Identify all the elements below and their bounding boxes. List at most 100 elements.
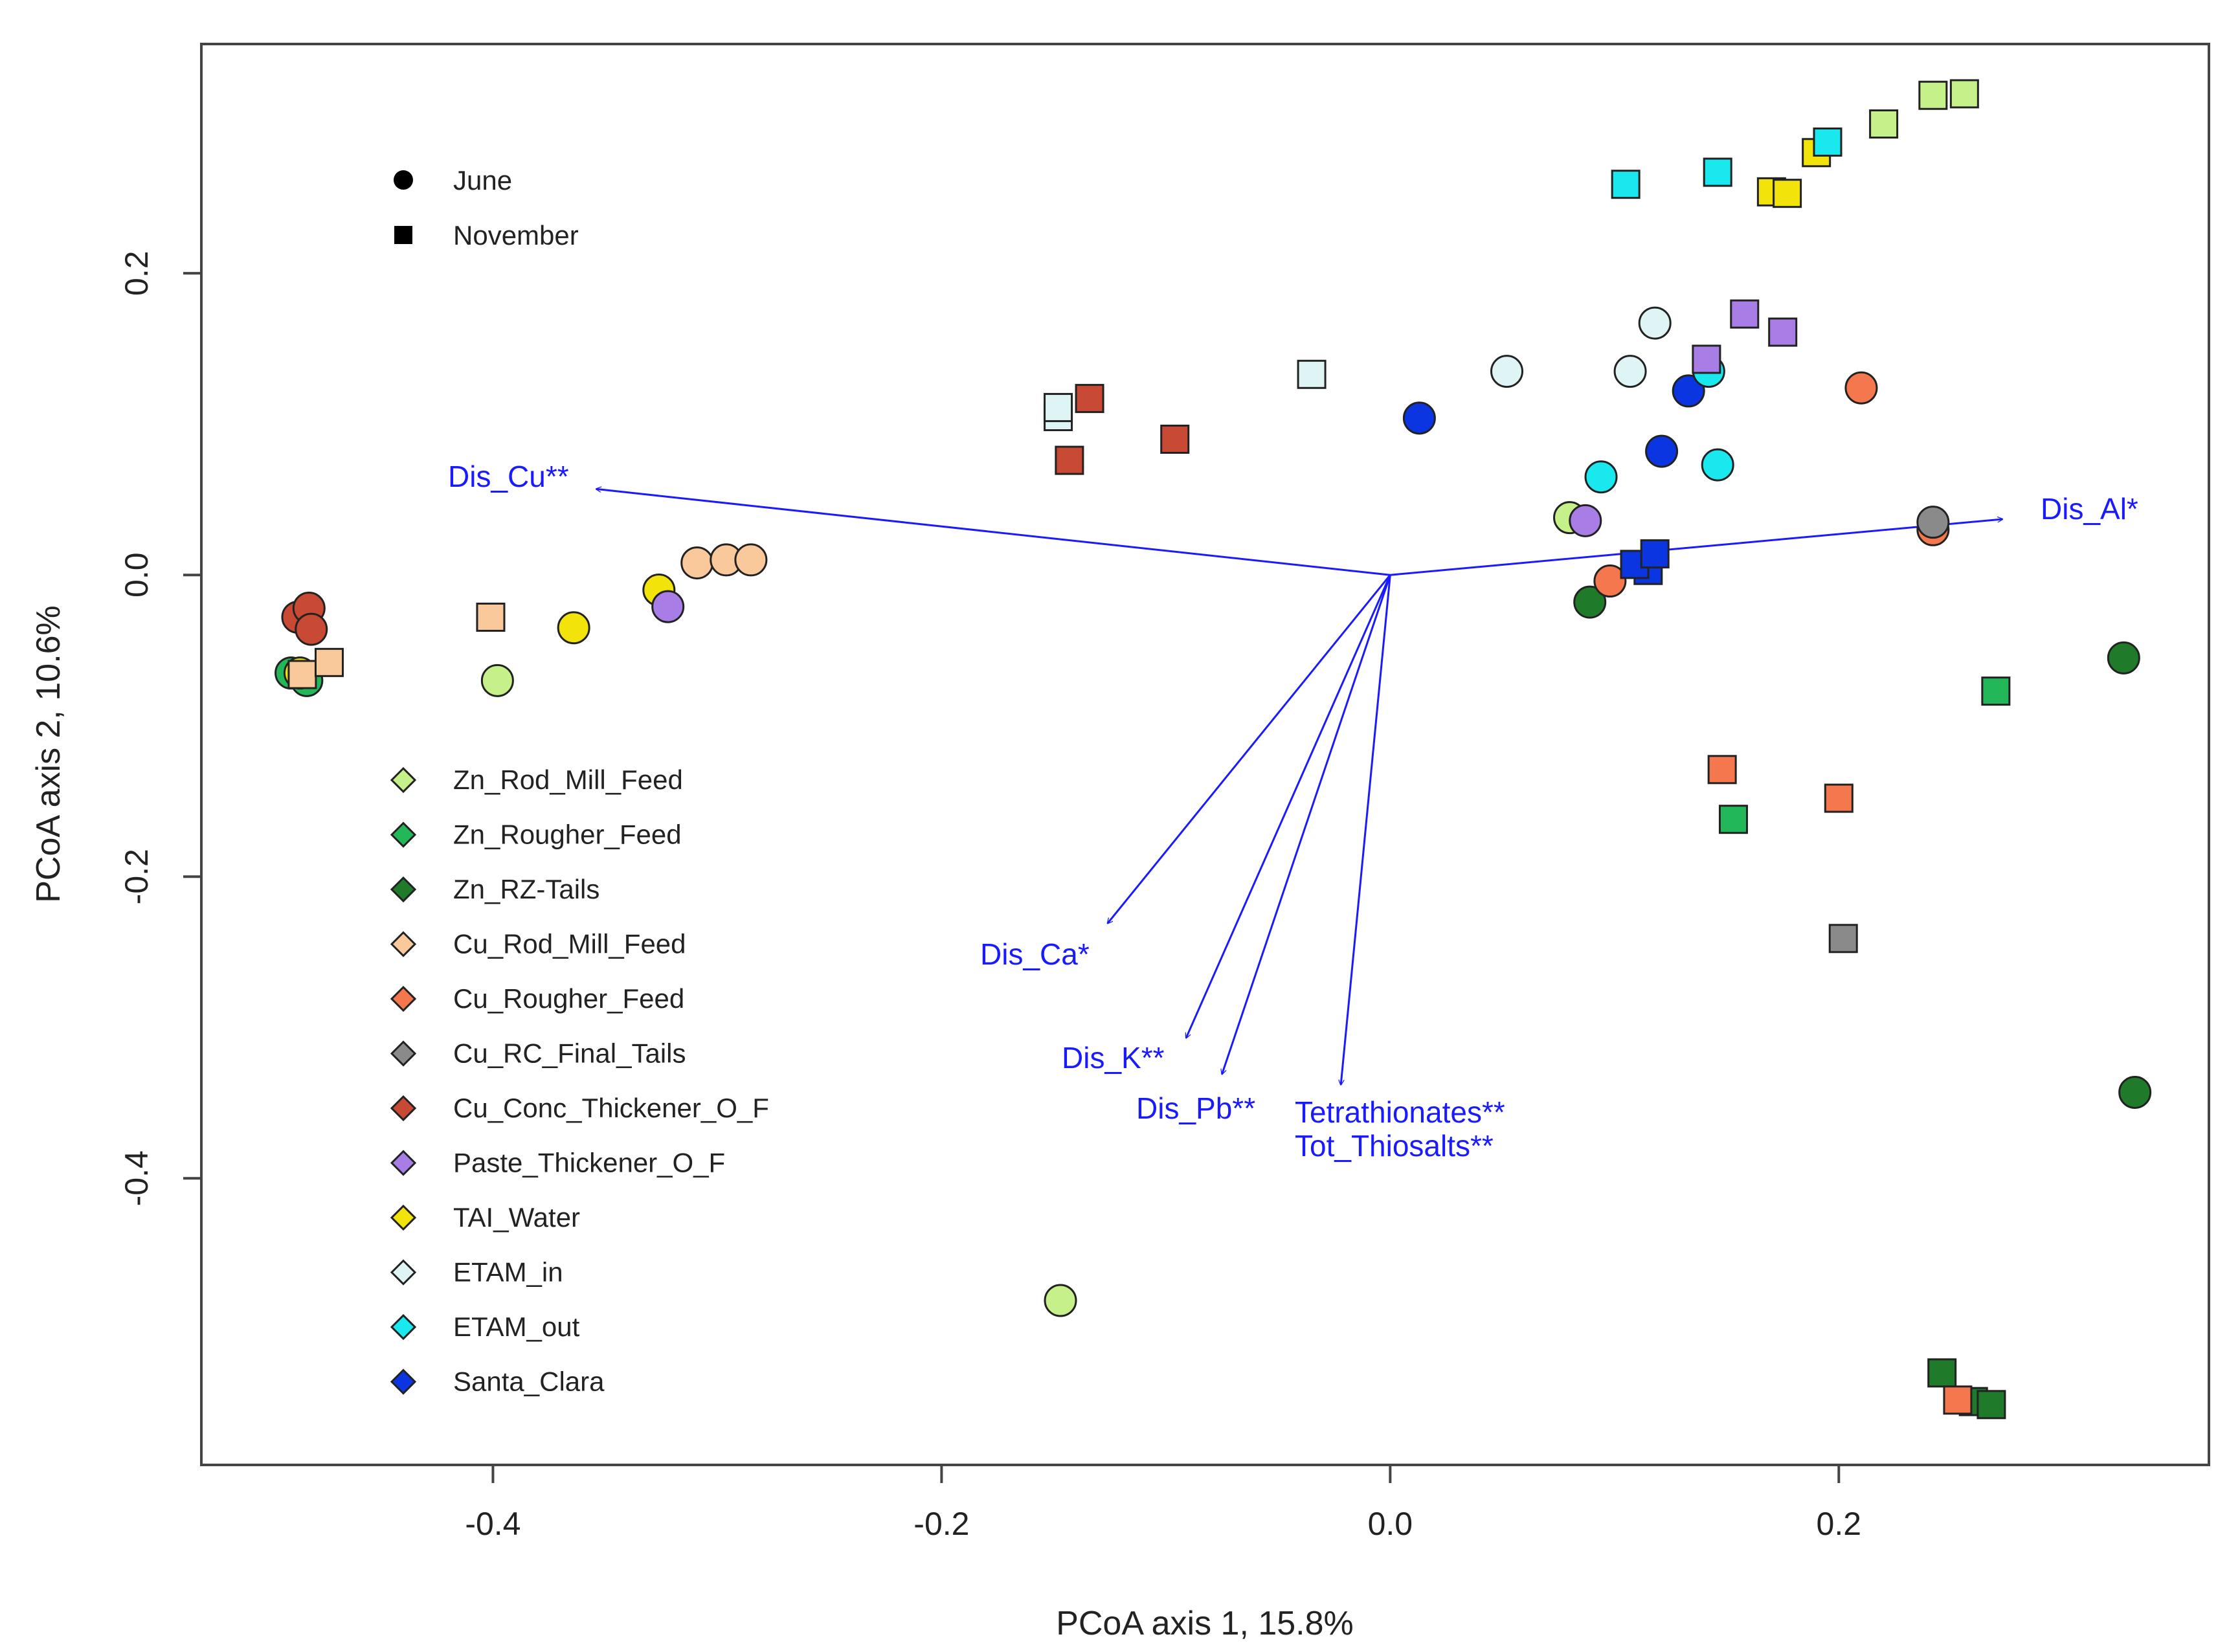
vector-label: Dis_Ca* xyxy=(980,937,1090,971)
data-point-square xyxy=(1640,539,1670,569)
legend-label: Cu_Rougher_Feed xyxy=(453,983,684,1014)
data-point-circle xyxy=(1645,434,1679,468)
legend-label: Cu_Rod_Mill_Feed xyxy=(453,929,686,959)
vector-arrow xyxy=(1390,519,2002,576)
data-point-square xyxy=(1075,384,1104,414)
data-point-square xyxy=(1703,157,1732,187)
data-point-circle xyxy=(295,612,328,646)
legend-label: Zn_Rod_Mill_Feed xyxy=(453,765,683,795)
data-point-square xyxy=(1611,170,1641,199)
data-point-circle xyxy=(1638,306,1672,340)
vector-arrow xyxy=(1341,575,1391,1085)
data-point-circle xyxy=(1044,1284,1077,1317)
legend-diamond-marker xyxy=(390,1095,417,1122)
vector-label: Dis_Al* xyxy=(2041,492,2138,526)
data-points xyxy=(274,79,2152,1420)
legend-diamond-marker xyxy=(390,1040,417,1067)
month-legend: June November xyxy=(394,165,579,251)
legend-june-label: June xyxy=(453,165,512,195)
data-point-square xyxy=(1160,424,1190,454)
data-point-circle xyxy=(1490,355,1524,388)
data-point-square xyxy=(1692,344,1721,374)
data-point-circle xyxy=(1916,506,1950,539)
legend-label: TAI_Water xyxy=(453,1202,580,1233)
legend-label: ETAM_in xyxy=(453,1257,563,1288)
data-point-circle xyxy=(2118,1075,2152,1109)
data-point-circle xyxy=(1844,371,1878,405)
vector-label: Tetrathionates** xyxy=(1295,1095,1505,1129)
legend-label: Zn_RZ-Tails xyxy=(453,874,599,904)
data-point-circle xyxy=(1593,564,1627,598)
data-point-circle xyxy=(1672,374,1705,408)
data-point-circle xyxy=(1569,504,1602,537)
data-point-square xyxy=(1869,109,1899,139)
data-point-square xyxy=(1707,755,1737,785)
vector-label: Dis_K** xyxy=(1062,1041,1165,1075)
data-point-square xyxy=(1718,805,1748,834)
y-tick-label: 0.0 xyxy=(118,552,155,597)
data-point-circle xyxy=(557,611,590,645)
legend-diamond-marker xyxy=(390,1368,417,1395)
vector-arrow xyxy=(1186,574,1391,1038)
data-point-square xyxy=(1055,445,1084,475)
y-tick-label: -0.2 xyxy=(118,849,155,904)
data-point-circle xyxy=(734,543,768,577)
legend-label: ETAM_out xyxy=(453,1312,580,1342)
x-axis-title: PCoA axis 1, 15.8% xyxy=(1056,1605,1354,1642)
data-point-square xyxy=(1297,359,1327,389)
data-point-square xyxy=(1730,299,1760,329)
data-point-square xyxy=(1943,1385,1973,1415)
y-tick-label: -0.4 xyxy=(118,1150,155,1206)
data-point-square xyxy=(1977,1390,2006,1420)
legend-diamond-marker xyxy=(390,1150,417,1176)
data-point-circle xyxy=(1701,448,1734,482)
data-point-square xyxy=(1824,783,1854,813)
x-axis: -0.4 -0.2 0.0 0.2 xyxy=(465,1465,1861,1542)
plot-frame xyxy=(200,43,2210,1466)
legend-diamond-marker xyxy=(390,985,417,1012)
legend-label: Cu_RC_Final_Tails xyxy=(453,1038,686,1069)
vector-label: Dis_Pb** xyxy=(1136,1091,1255,1125)
data-point-circle xyxy=(1402,401,1436,435)
data-point-circle xyxy=(480,664,514,697)
y-tick-label: 0.2 xyxy=(118,251,155,296)
data-point-square xyxy=(1768,317,1798,347)
legend-label: Zn_Rougher_Feed xyxy=(453,820,682,850)
legend-june-marker xyxy=(394,170,413,190)
legend-november-label: November xyxy=(453,220,579,251)
data-point-square xyxy=(476,602,506,632)
x-tick-label: -0.2 xyxy=(913,1506,969,1542)
x-tick-label: 0.0 xyxy=(1368,1506,1413,1542)
data-point-circle xyxy=(1613,355,1647,388)
vector-arrow xyxy=(596,489,1391,576)
data-point-square xyxy=(1813,127,1842,157)
data-point-square xyxy=(1773,179,1802,208)
legend-diamond-marker xyxy=(390,766,417,794)
legend-diamond-marker xyxy=(390,1313,417,1341)
data-point-circle xyxy=(680,546,714,580)
legend-diamond-marker xyxy=(390,1259,417,1286)
data-point-square xyxy=(1918,80,1948,110)
data-point-square xyxy=(287,660,317,689)
legend-november-marker xyxy=(394,226,412,244)
data-point-square xyxy=(1927,1358,1957,1388)
legend-diamond-marker xyxy=(390,931,417,957)
data-point-circle xyxy=(1584,460,1618,494)
data-point-square xyxy=(314,647,344,677)
x-tick-label: -0.4 xyxy=(465,1506,521,1542)
legend-label: Santa_Clara xyxy=(453,1367,605,1397)
vector-label: Dis_Cu** xyxy=(448,460,569,493)
vector-arrow xyxy=(1222,574,1391,1074)
legend-label: Paste_Thickener_O_F xyxy=(453,1148,725,1178)
legend-label: Cu_Conc_Thickener_O_F xyxy=(453,1093,769,1123)
y-axis: -0.4 -0.2 0.0 0.2 xyxy=(118,251,201,1206)
vector-arrow xyxy=(1108,574,1391,923)
y-axis-title: PCoA axis 2, 10.6% xyxy=(30,605,67,903)
sample-type-legend: Zn_Rod_Mill_Feed Zn_Rougher_Feed Zn_RZ-Tai… xyxy=(390,765,769,1397)
vector-label: Tot_Thiosalts** xyxy=(1295,1129,1494,1163)
biplot-vectors: Dis_Cu** Dis_Al* Dis_Ca* Dis_K** Dis_Pb** Tet… xyxy=(448,460,2138,1163)
legend-diamond-marker xyxy=(390,821,417,848)
data-point-square xyxy=(1981,676,2011,706)
data-point-square xyxy=(1828,924,1858,954)
